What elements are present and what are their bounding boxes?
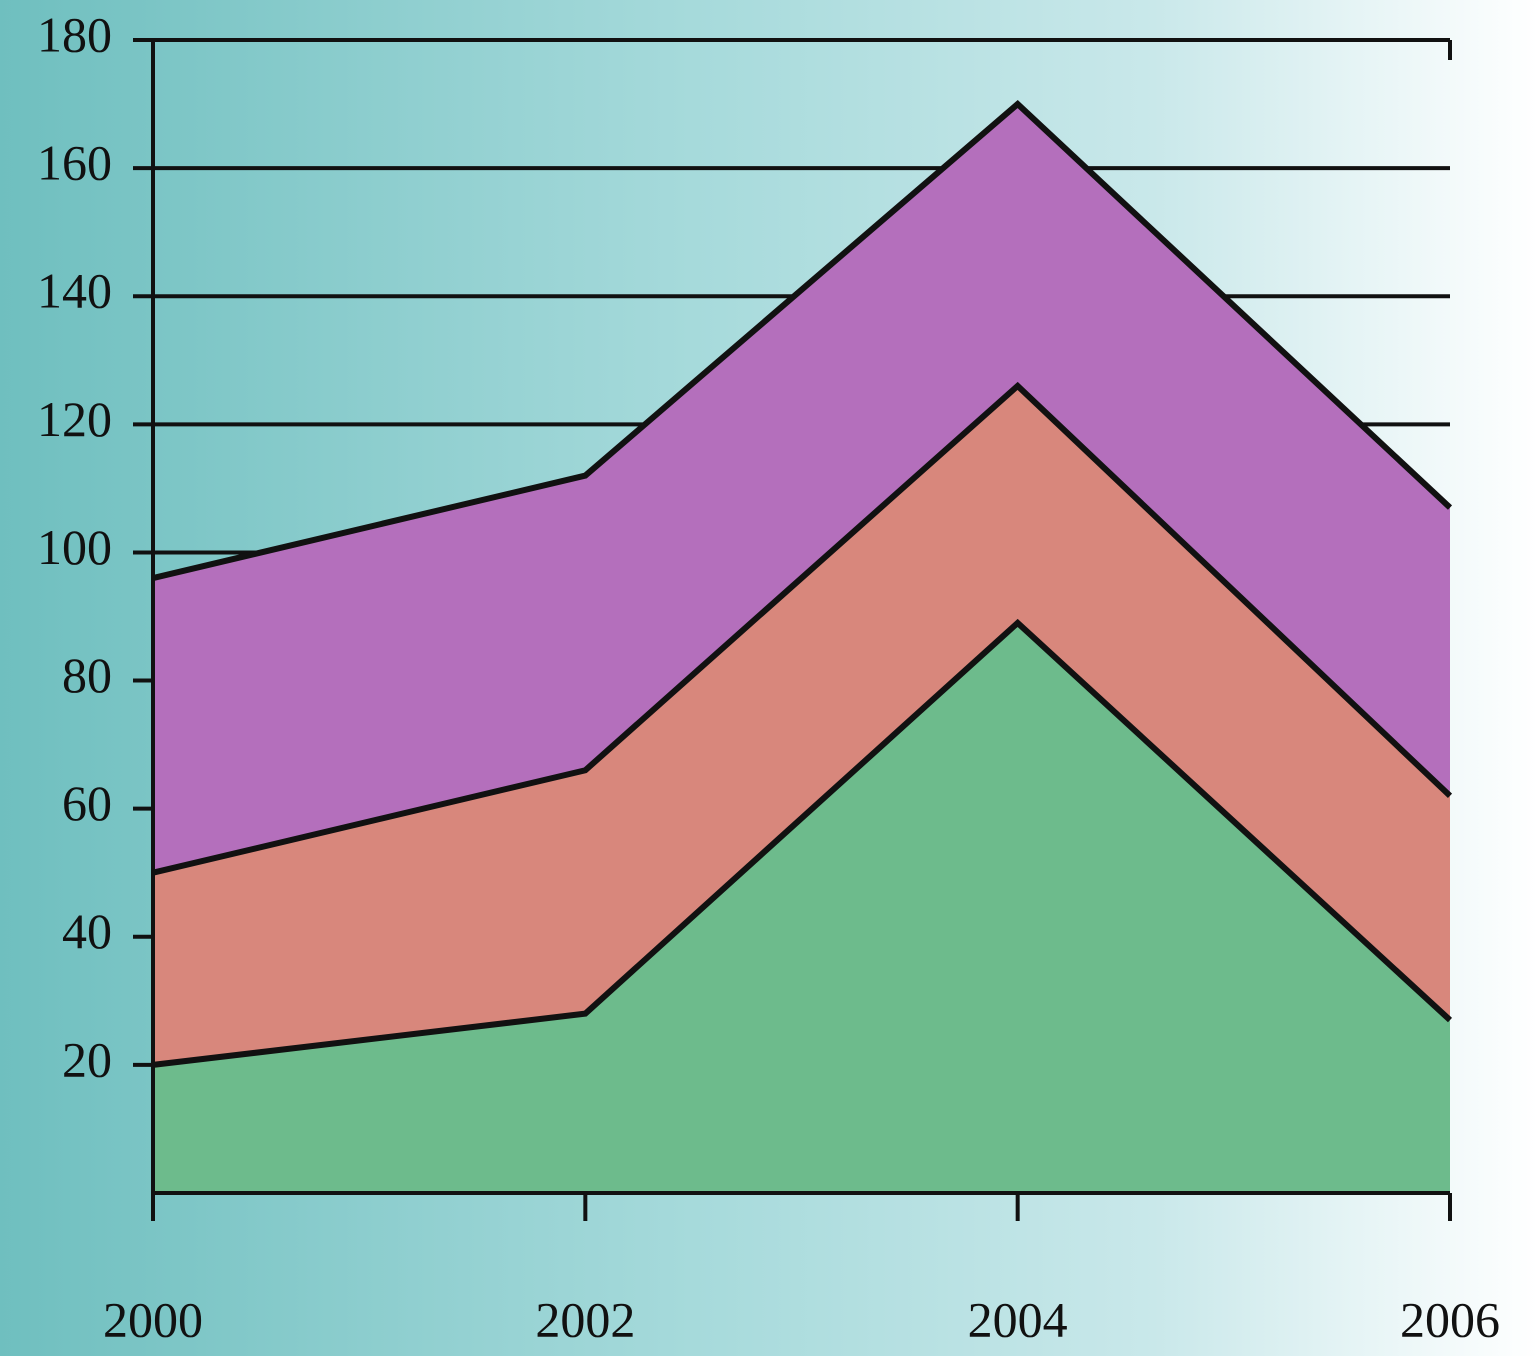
x-tick-label: 2000 xyxy=(103,1291,203,1347)
y-tick-label: 80 xyxy=(62,647,112,703)
y-tick-label: 140 xyxy=(37,263,112,319)
x-tick-label: 2002 xyxy=(535,1291,635,1347)
area-edge xyxy=(152,618,1453,1068)
y-tick-label: 100 xyxy=(37,519,112,575)
y-tick-label: 60 xyxy=(62,775,112,831)
x-tick-label: 2006 xyxy=(1400,1291,1500,1347)
x-tick-label: 2004 xyxy=(968,1291,1068,1347)
y-tick-label: 180 xyxy=(37,6,112,62)
y-tick-label: 120 xyxy=(37,391,112,447)
y-tick-label: 40 xyxy=(62,903,112,959)
y-tick-label: 160 xyxy=(37,135,112,191)
area-edge xyxy=(152,381,1453,876)
y-tick-label: 20 xyxy=(62,1031,112,1087)
area xyxy=(153,622,1450,1193)
area-edge xyxy=(152,100,1453,581)
